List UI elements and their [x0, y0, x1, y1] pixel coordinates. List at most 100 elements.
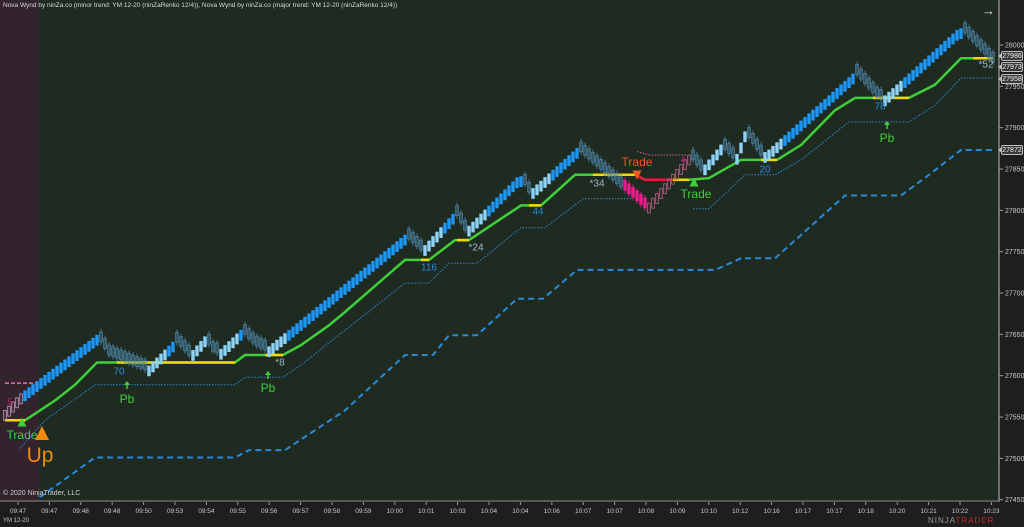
- renko-brick: [619, 176, 623, 188]
- renko-brick: [851, 73, 855, 85]
- renko-brick: [575, 147, 579, 159]
- time-tick-label: 10:22: [952, 508, 969, 515]
- renko-brick: [51, 368, 55, 380]
- renko-brick: [607, 166, 611, 177]
- time-tick-label: 09:58: [324, 508, 341, 515]
- time-tick-label: 10:04: [481, 508, 498, 515]
- renko-brick: [439, 227, 443, 238]
- pullback-count: *8: [275, 357, 285, 369]
- renko-brick: [163, 349, 167, 361]
- renko-brick: [811, 109, 815, 121]
- renko-brick: [127, 352, 131, 364]
- renko-brick: [243, 324, 247, 335]
- renko-brick: [931, 51, 935, 63]
- renko-brick: [623, 180, 627, 191]
- renko-brick: [711, 154, 715, 166]
- renko-brick: [227, 341, 231, 352]
- time-axis[interactable]: 09:47 09:47 09:48 09:48 09:50 09:53 09:54 09:55…: [10, 502, 1000, 515]
- price-tick-label: 27450: [1005, 497, 1024, 504]
- renko-brick: [263, 339, 267, 351]
- renko-brick: [307, 313, 311, 325]
- renko-brick: [475, 217, 479, 229]
- price-tick-label: 27850: [1005, 167, 1024, 174]
- trend-up-label: Up: [26, 444, 54, 467]
- renko-brick: [383, 251, 387, 262]
- renko-brick: [583, 145, 587, 156]
- renko-brick: [147, 365, 151, 377]
- renko-brick: [655, 193, 659, 204]
- renko-brick: [991, 52, 995, 63]
- renko-brick: [855, 64, 859, 75]
- renko-brick: [531, 188, 535, 199]
- renko-brick: [827, 95, 831, 107]
- renko-brick: [967, 26, 971, 38]
- renko-brick: [651, 197, 655, 209]
- renko-brick: [283, 333, 287, 344]
- renko-brick: [195, 345, 199, 357]
- renko-brick: [123, 351, 127, 363]
- renko-brick: [635, 190, 639, 202]
- renko-brick: [131, 354, 135, 366]
- renko-brick: [899, 80, 903, 92]
- renko-brick: [115, 347, 119, 359]
- renko-brick: [971, 30, 975, 42]
- renko-brick: [667, 178, 671, 190]
- renko-brick: [167, 345, 171, 357]
- major-trail-line: [39, 149, 993, 499]
- price-axis[interactable]: 28000 27950 27900 27850 27800 27750 27700 27650…: [999, 43, 1024, 505]
- renko-brick: [387, 247, 391, 259]
- buy-signal-icon: [689, 177, 699, 187]
- renko-brick: [31, 384, 35, 395]
- renko-brick: [479, 213, 483, 225]
- logo-suffix: TRADER: [955, 516, 995, 525]
- pullback-count: 116: [421, 262, 437, 274]
- renko-brick: [63, 359, 67, 371]
- renko-brick: [787, 131, 791, 143]
- time-tick-label: 10:04: [512, 508, 529, 515]
- renko-brick: [155, 357, 159, 369]
- renko-brick: [463, 219, 467, 231]
- pullback-label: Pb: [119, 392, 135, 406]
- renko-brick: [303, 316, 307, 328]
- pullback-arrow-icon: [124, 381, 130, 385]
- renko-brick: [679, 164, 683, 175]
- price-tick-label: 27700: [1005, 291, 1024, 298]
- renko-brick: [431, 236, 435, 247]
- renko-brick: [235, 333, 239, 345]
- renko-brick: [395, 241, 399, 253]
- renko-brick: [691, 149, 695, 161]
- renko-brick: [707, 159, 711, 171]
- renko-brick: [347, 280, 351, 292]
- renko-brick: [419, 239, 423, 251]
- pullback-count: *34: [589, 178, 605, 190]
- renko-brick: [779, 138, 783, 150]
- renko-brick: [315, 306, 319, 318]
- time-tick-label: 09:48: [104, 508, 121, 515]
- price-tick-label: 27500: [1005, 456, 1024, 463]
- renko-brick: [435, 231, 439, 243]
- renko-brick: [727, 143, 731, 154]
- renko-brick: [863, 73, 867, 84]
- renko-brick: [279, 336, 283, 348]
- renko-brick: [295, 323, 299, 335]
- renko-brick: [591, 152, 595, 163]
- renko-brick: [191, 350, 195, 361]
- renko-brick: [491, 201, 495, 213]
- renko-brick: [427, 240, 431, 252]
- arrow-right-icon[interactable]: →: [982, 3, 995, 18]
- time-tick-label: 10:23: [983, 508, 1000, 515]
- renko-brick: [979, 39, 983, 51]
- renko-brick: [111, 346, 115, 358]
- renko-brick: [443, 222, 447, 234]
- renko-brick: [659, 188, 663, 199]
- renko-brick: [835, 88, 839, 99]
- renko-brick: [187, 344, 191, 356]
- renko-brick: [287, 329, 291, 341]
- renko-brick: [831, 91, 835, 103]
- renko-brick: [391, 244, 395, 256]
- renko-brick: [203, 336, 207, 348]
- renko-brick: [675, 168, 679, 180]
- renko-brick: [963, 22, 967, 34]
